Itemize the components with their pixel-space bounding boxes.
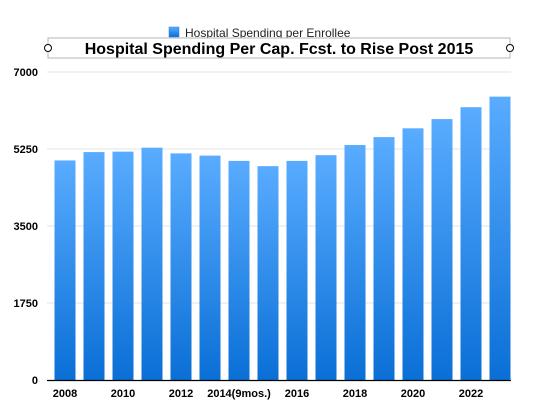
- x-tick-label: 2022: [459, 388, 483, 400]
- bar-2021: [431, 119, 453, 380]
- bar-2017: [315, 155, 337, 380]
- x-tick-label: 2016: [285, 388, 309, 400]
- bar-2016: [286, 160, 308, 380]
- x-tick-label: 2010: [111, 388, 135, 400]
- bar-2011: [141, 147, 163, 380]
- y-tick-label: 0: [32, 375, 38, 387]
- bar-2012: [170, 153, 192, 380]
- y-tick-label: 5250: [14, 144, 38, 156]
- y-tick-label: 3500: [14, 221, 38, 233]
- bars: [54, 96, 511, 380]
- x-tick-label: 2012: [169, 388, 193, 400]
- bar-2009: [83, 152, 105, 380]
- bar-2010: [112, 151, 134, 380]
- legend-label: Hospital Spending per Enrollee: [185, 26, 351, 40]
- bar-2019: [373, 137, 395, 380]
- bar-2022: [460, 107, 482, 380]
- y-tick-label: 7000: [14, 67, 38, 79]
- title-handle-left[interactable]: [44, 44, 52, 52]
- y-tick-label: 1750: [14, 298, 38, 310]
- bar-2023: [489, 96, 511, 380]
- x-tick-label: 2014(9mos.): [207, 388, 271, 400]
- x-tick-label: 2020: [401, 388, 425, 400]
- bar-2014-9mos-: [228, 160, 250, 380]
- x-tick-label: 2008: [53, 388, 77, 400]
- chart-title-box: Hospital Spending Per Cap. Fcst. to Rise…: [44, 37, 514, 59]
- y-axis-ticks: 0 1750 3500 5250 7000: [14, 67, 38, 387]
- bar-2020: [402, 128, 424, 380]
- legend-swatch: [168, 26, 180, 38]
- title-handle-right[interactable]: [506, 44, 514, 52]
- bar-2018: [344, 145, 366, 380]
- chart-title: Hospital Spending Per Cap. Fcst. to Rise…: [85, 41, 474, 58]
- x-axis-ticks: 2008 2010 2012 2014(9mos.) 2016 2018 2020 2022: [53, 388, 483, 400]
- legend: Hospital Spending per Enrollee: [168, 26, 351, 40]
- bar-2015: [257, 166, 279, 380]
- bar-2013: [199, 155, 221, 380]
- bar-2008: [54, 160, 76, 380]
- x-tick-label: 2018: [343, 388, 367, 400]
